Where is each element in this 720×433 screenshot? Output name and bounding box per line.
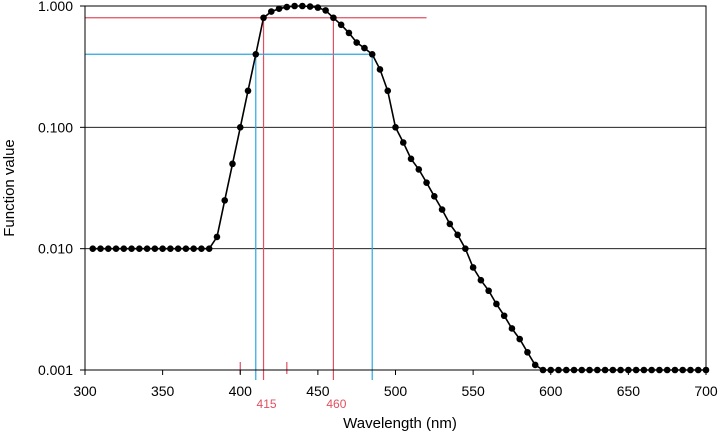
x-axis-ticks: 300 350 400 450 500 550 600 650 700 <box>73 370 718 399</box>
data-point <box>306 3 314 10</box>
data-point <box>376 66 384 73</box>
grid-lines <box>85 126 706 250</box>
x-tick-label: 350 <box>151 383 175 399</box>
y-tick-label: 1.000 <box>38 0 73 14</box>
data-point <box>454 231 461 239</box>
x-tick-label: 400 <box>229 383 253 399</box>
x-tick-label: 700 <box>694 383 718 399</box>
x-tick-label: 450 <box>306 383 330 399</box>
data-point <box>190 245 197 252</box>
data-point <box>244 87 252 95</box>
data-point <box>438 206 446 213</box>
data-point <box>322 7 329 14</box>
data-point <box>531 361 539 369</box>
data-point <box>128 245 135 252</box>
data-point <box>462 245 469 252</box>
y-axis-ticks: 0.001 0.010 0.100 1.000 <box>38 0 85 378</box>
data-point <box>213 233 221 241</box>
data-point <box>275 5 283 13</box>
annotation-label: 460 <box>326 397 346 411</box>
data-point <box>330 14 337 22</box>
annotation-label: 415 <box>257 397 277 411</box>
data-point <box>221 197 229 204</box>
data-point <box>182 245 190 252</box>
data-point <box>423 179 430 186</box>
data-point <box>159 245 166 252</box>
data-point <box>469 264 477 271</box>
data-point <box>446 220 454 228</box>
y-tick-label: 0.010 <box>38 241 73 257</box>
x-tick-label: 500 <box>384 383 408 399</box>
data-point <box>167 245 174 252</box>
data-point <box>260 14 267 22</box>
data-point <box>384 87 392 95</box>
data-point <box>392 124 399 131</box>
x-tick-label: 550 <box>461 383 485 399</box>
x-tick-label: 650 <box>617 383 641 399</box>
data-point <box>500 312 508 320</box>
data-point <box>89 245 97 252</box>
data-point <box>136 245 143 252</box>
data-point <box>268 8 275 15</box>
data-point <box>399 139 407 146</box>
y-tick-label: 0.100 <box>38 119 73 135</box>
data-point <box>524 348 531 356</box>
data-point <box>104 245 112 252</box>
plot-area-frame <box>84 5 707 371</box>
x-tick-label: 300 <box>73 383 97 399</box>
data-point <box>143 245 151 252</box>
data-point <box>431 193 438 200</box>
data-point <box>407 155 415 163</box>
data-point <box>508 325 516 332</box>
data-point <box>252 50 260 58</box>
x-axis-title: Wavelength (nm) <box>343 415 457 432</box>
series-line <box>92 5 706 371</box>
data-point <box>151 245 159 252</box>
x-tick-label: 600 <box>539 383 563 399</box>
data-point <box>516 335 523 343</box>
data-point <box>361 44 368 52</box>
y-axis-title: Function value <box>1 139 18 237</box>
data-point <box>236 124 244 131</box>
data-point <box>112 245 120 252</box>
data-point <box>337 21 345 29</box>
y-tick-label: 0.001 <box>38 362 73 378</box>
data-point <box>345 29 353 37</box>
data-point <box>205 245 213 252</box>
data-point <box>174 245 182 252</box>
data-point <box>485 287 492 295</box>
data-point <box>120 245 128 252</box>
data-point <box>229 160 236 168</box>
data-series <box>89 2 710 374</box>
data-point <box>477 276 485 284</box>
data-point <box>493 300 500 308</box>
data-point <box>353 39 360 46</box>
data-point <box>283 3 291 11</box>
data-point <box>97 245 104 252</box>
data-point <box>314 4 322 11</box>
data-point <box>415 166 423 173</box>
data-point <box>198 245 205 252</box>
data-point <box>368 50 376 58</box>
annotation-labels: 415 460 <box>257 397 347 411</box>
threshold-annotations <box>85 17 427 380</box>
